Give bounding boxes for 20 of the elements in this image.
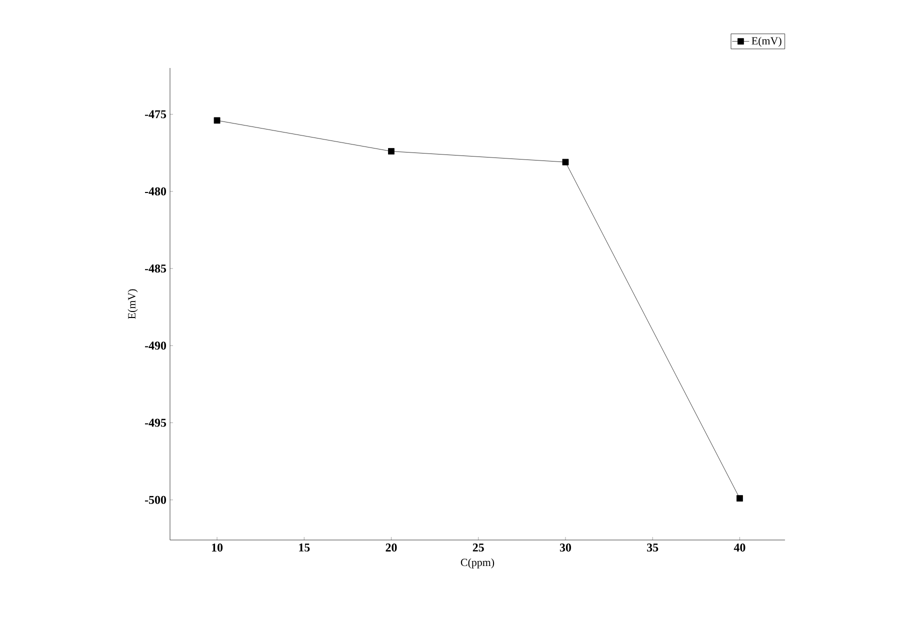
x-tick-label: 20: [386, 544, 397, 552]
x-tick-label: 15: [299, 544, 310, 552]
x-tick-label: 10: [212, 544, 223, 552]
legend-label: E(mV): [752, 36, 782, 47]
y-axis-title: E(mV): [128, 289, 138, 319]
point: [562, 158, 569, 166]
y-tick-label: -495: [145, 418, 166, 427]
y-tick-label: -485: [145, 264, 166, 273]
y-tick-label: -480: [145, 187, 166, 196]
x-tick-label: 25: [472, 544, 484, 552]
x-tick-label: 30: [560, 544, 572, 552]
y-tick-label: -500: [145, 496, 166, 504]
point: [214, 117, 220, 124]
y-tick-label: -490: [145, 342, 166, 350]
x-axis-title: C(ppm): [460, 558, 494, 568]
point: [736, 495, 743, 502]
point: [388, 148, 394, 154]
y-tick-label: -475: [145, 110, 166, 118]
x-tick-label: 40: [734, 544, 746, 552]
x-tick-label: 35: [647, 544, 658, 552]
